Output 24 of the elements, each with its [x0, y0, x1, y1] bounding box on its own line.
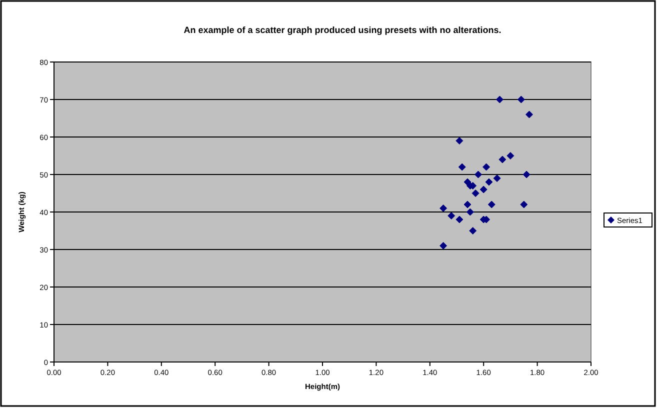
point — [498, 156, 506, 164]
point — [458, 163, 466, 171]
point — [506, 152, 514, 160]
point — [525, 110, 533, 118]
point — [488, 200, 496, 208]
point — [520, 200, 528, 208]
chart-title: An example of a scatter graph produced using presets with no alterations. — [184, 25, 502, 35]
point — [472, 190, 480, 197]
point — [493, 174, 501, 182]
point — [466, 208, 474, 216]
point — [464, 200, 472, 208]
point — [440, 242, 448, 250]
point — [482, 163, 490, 171]
point — [456, 137, 464, 144]
point — [440, 204, 448, 212]
point — [480, 186, 488, 194]
point — [456, 216, 464, 224]
point — [496, 96, 504, 104]
point — [448, 212, 456, 220]
point — [522, 170, 530, 178]
point — [517, 96, 525, 104]
point — [469, 227, 477, 234]
point — [474, 170, 482, 178]
point — [485, 178, 493, 186]
